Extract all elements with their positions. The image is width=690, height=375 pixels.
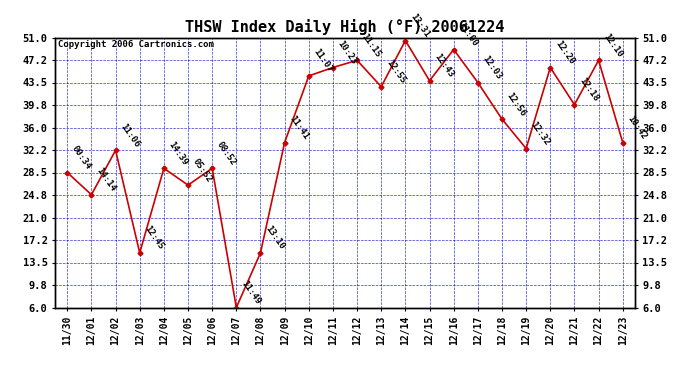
Text: 14:39: 14:39 [167, 140, 190, 167]
Text: 12:43: 12:43 [433, 52, 455, 79]
Text: 11:49: 11:49 [239, 279, 262, 306]
Text: 13:10: 13:10 [264, 224, 286, 252]
Text: 12:45: 12:45 [143, 224, 166, 252]
Text: 11:06: 11:06 [119, 122, 141, 149]
Text: 12:03: 12:03 [481, 54, 504, 81]
Text: 12:55: 12:55 [384, 58, 407, 85]
Text: 12:32: 12:32 [529, 120, 552, 147]
Text: 10:23: 10:23 [336, 39, 359, 66]
Text: 00:34: 00:34 [70, 144, 93, 171]
Text: 12:18: 12:18 [578, 76, 600, 103]
Text: 14:14: 14:14 [95, 166, 117, 193]
Text: 11:07: 11:07 [312, 47, 335, 75]
Text: 10:42: 10:42 [626, 114, 649, 141]
Text: 12:10: 12:10 [602, 32, 624, 59]
Title: THSW Index Daily High (°F) 20061224: THSW Index Daily High (°F) 20061224 [186, 19, 504, 35]
Text: 12:56: 12:56 [505, 90, 528, 118]
Text: 08:52: 08:52 [215, 140, 238, 167]
Text: Copyright 2006 Cartronics.com: Copyright 2006 Cartronics.com [58, 40, 214, 49]
Text: 11:15: 11:15 [360, 32, 383, 59]
Text: 13:31: 13:31 [408, 12, 431, 39]
Text: 12:20: 12:20 [553, 39, 576, 66]
Text: 11:00: 11:00 [457, 21, 480, 48]
Text: 05:52: 05:52 [191, 156, 214, 184]
Text: 11:41: 11:41 [288, 114, 310, 141]
